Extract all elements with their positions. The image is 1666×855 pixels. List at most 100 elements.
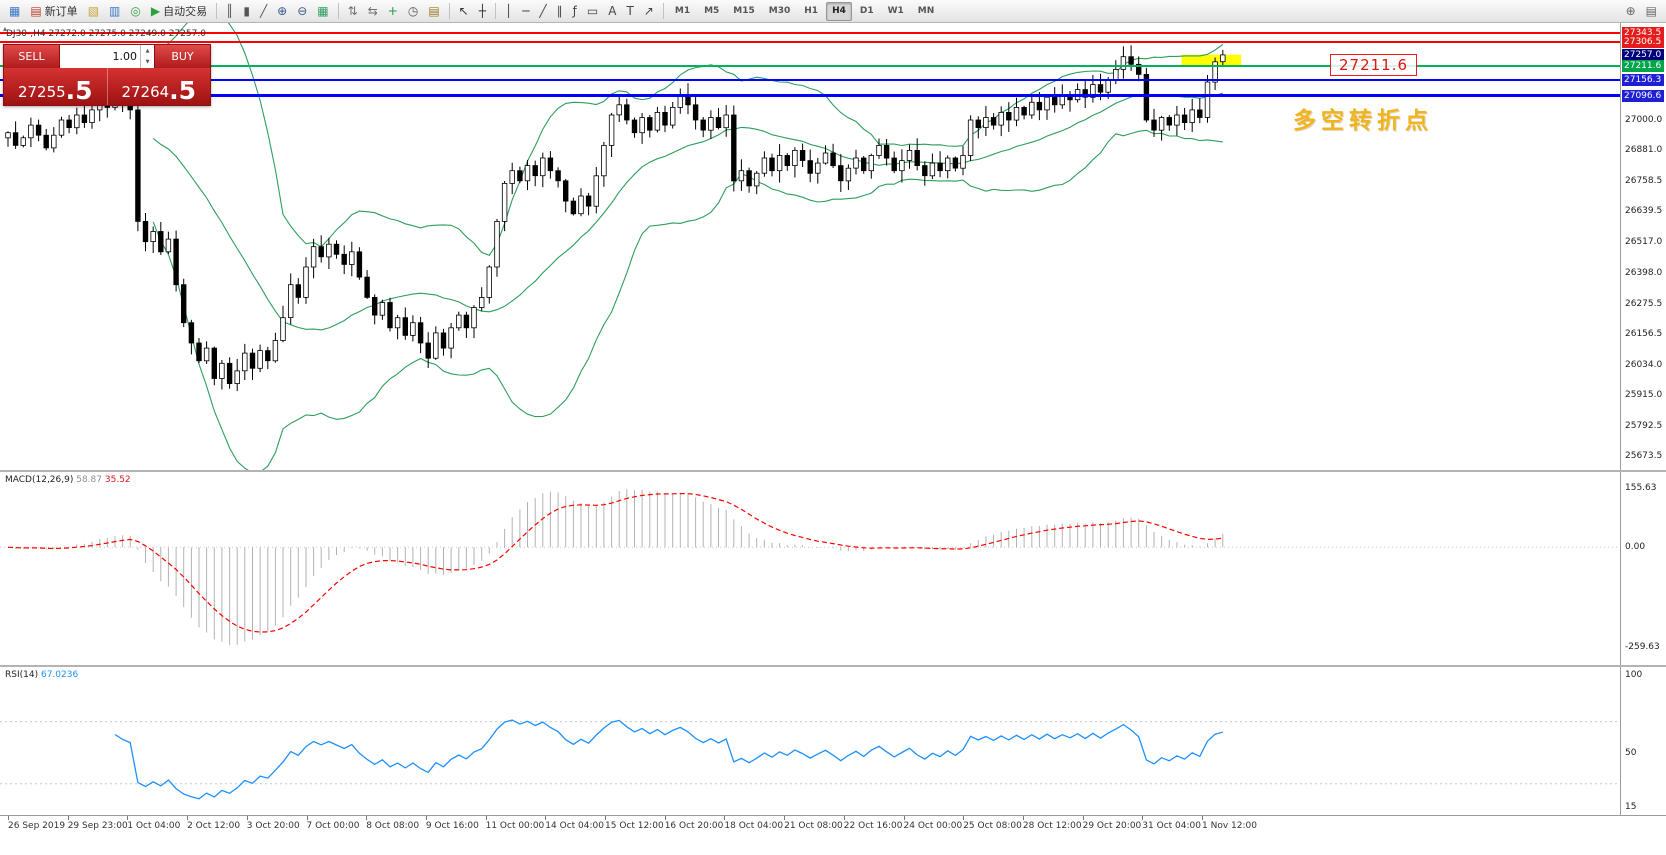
time-tick xyxy=(127,816,129,820)
sell-price[interactable]: 27255 .5 xyxy=(4,68,107,105)
main-chart-panel[interactable]: DJ30-,H4 27272.0 27275.0 27249.0 27257.0… xyxy=(0,23,1666,470)
macd-plot-area[interactable] xyxy=(0,472,1620,665)
price-line-27343.5[interactable] xyxy=(0,32,1620,34)
timeframe-button-m5[interactable]: M5 xyxy=(704,6,720,16)
line-chart-mode-icon: ╱ xyxy=(259,4,268,18)
navigator-icon[interactable]: ◎ xyxy=(125,1,145,22)
time-tick-label: 3 Oct 20:00 xyxy=(246,821,300,831)
sell-button[interactable]: SELL xyxy=(4,45,59,68)
macd-panel[interactable]: MACD(12,26,9) 58.87 35.52 155.63 0.00 -259… xyxy=(0,472,1666,665)
timeframe-button-w1[interactable]: W1 xyxy=(887,6,904,16)
auto-trading-button[interactable]: ▶ 自动交易 xyxy=(146,1,212,22)
tile-windows-icon: ▦ xyxy=(317,4,329,18)
price-line-27211.6[interactable] xyxy=(0,65,1620,68)
time-tick-label: 2 Oct 12:00 xyxy=(187,821,241,831)
fibonacci-icon[interactable]: ƒ xyxy=(568,1,582,22)
price-level-annotation[interactable]: 27211.6 xyxy=(1330,54,1418,76)
rsi-tick-label: 15 xyxy=(1625,802,1637,812)
price-line-27096.6[interactable] xyxy=(0,94,1620,98)
price-tag-27156.3: 27156.3 xyxy=(1622,74,1665,87)
zoom-out-icon[interactable]: ⊖ xyxy=(292,1,312,22)
magnifier-icon: ⊕ xyxy=(1625,4,1636,18)
periods-icon[interactable]: ◷ xyxy=(403,1,423,22)
auto-scroll-icon[interactable]: ⇅ xyxy=(343,1,363,22)
new-order-button[interactable]: ▤ 新订单 xyxy=(25,1,82,22)
price-axis[interactable]: 27343.5 27306.5 27257.0 27211.6 27156.3 27096… xyxy=(1620,23,1666,470)
line-chart-mode-icon[interactable]: ╱ xyxy=(255,1,272,22)
macd-chart xyxy=(0,489,1620,645)
templates-icon[interactable]: ▤ xyxy=(423,1,444,22)
rsi-axis[interactable]: 100 50 15 xyxy=(1620,667,1666,815)
volume-up-icon[interactable]: ▲ xyxy=(145,47,150,54)
cursor-icon[interactable]: ↖ xyxy=(454,1,474,22)
timeframe-button-m30[interactable]: M30 xyxy=(768,6,791,16)
time-axis[interactable]: 26 Sep 2019 29 Sep 23:00 1 Oct 04:00 2 Oct … xyxy=(0,815,1666,855)
indicators-icon[interactable]: + xyxy=(383,1,403,22)
time-tick xyxy=(187,816,189,820)
time-tick xyxy=(605,816,606,820)
volume-value[interactable]: 1.00 xyxy=(112,50,138,63)
horizontal-line-icon[interactable]: ─ xyxy=(517,1,534,22)
crosshair-icon[interactable]: ┼ xyxy=(474,1,491,22)
navigator-icon: ◎ xyxy=(130,4,141,18)
candlestick-chart[interactable] xyxy=(0,23,1620,470)
time-tick xyxy=(306,816,308,820)
price-tick-label: 27000.0 xyxy=(1625,115,1663,125)
timeframe-button-m1[interactable]: M1 xyxy=(674,6,691,16)
time-tick xyxy=(843,816,845,820)
tile-windows-icon[interactable]: ▦ xyxy=(312,1,333,22)
price-tick-label: 26398.0 xyxy=(1625,267,1663,278)
macd-axis[interactable]: 155.63 0.00 -259.63 xyxy=(1620,472,1666,665)
buy-button[interactable]: BUY xyxy=(155,45,210,68)
equidistant-channel-icon[interactable]: ∥ xyxy=(552,1,568,22)
fibonacci-icon: ƒ xyxy=(572,4,577,18)
volume-down-icon[interactable]: ▼ xyxy=(145,59,150,66)
price-line-27156.3[interactable] xyxy=(0,79,1620,82)
price-tick-label: 26639.5 xyxy=(1625,206,1663,217)
rsi-panel[interactable]: RSI(14) 67.0236 100 50 15 xyxy=(0,667,1666,815)
one-click-panel-toggle[interactable]: ▴ xyxy=(3,24,8,33)
rsi-plot-area[interactable] xyxy=(0,667,1620,815)
shapes-icon[interactable]: ▭ xyxy=(582,1,603,22)
timeframe-button-h1[interactable]: H1 xyxy=(804,6,819,16)
panel-separator[interactable] xyxy=(0,470,1666,472)
text-label-icon[interactable]: T xyxy=(621,1,638,22)
panel-separator[interactable] xyxy=(0,665,1666,667)
new-chart-icon[interactable]: ▦ xyxy=(4,1,25,22)
bar-chart-mode-icon: ║ xyxy=(226,4,234,18)
time-tick xyxy=(1082,816,1084,820)
vertical-line-icon[interactable]: │ xyxy=(500,1,517,22)
timeframe-button-d1[interactable]: D1 xyxy=(859,6,874,16)
price-tag-27257.0: 27257.0 xyxy=(1622,48,1665,61)
buy-price-main: 27264 xyxy=(121,83,170,101)
new-order-icon: ▤ xyxy=(30,4,42,18)
timeframe-button-m15[interactable]: M15 xyxy=(733,6,755,16)
toolbar-separator xyxy=(662,3,664,19)
turning-point-annotation[interactable]: 多空转折点 xyxy=(1293,108,1433,134)
buy-price[interactable]: 27264 .5 xyxy=(106,68,211,105)
chart-profiles-icon[interactable]: ▧ xyxy=(83,1,104,22)
time-tick-label: 31 Oct 04:00 xyxy=(1142,821,1201,831)
market-watch-icon[interactable]: ▥ xyxy=(104,1,125,22)
time-tick-label: 1 Oct 04:00 xyxy=(127,821,181,831)
timeframe-button-h4[interactable]: H4 xyxy=(826,1,852,21)
candlestick-mode-icon[interactable]: ▮ xyxy=(238,1,255,22)
trendline-icon[interactable]: ╱ xyxy=(534,1,551,22)
chart-plot-area[interactable] xyxy=(0,23,1620,470)
text-icon[interactable]: A xyxy=(603,1,621,22)
volume-stepper[interactable]: 1.00 ▲ ▼ xyxy=(59,45,155,68)
arrows-icon[interactable]: ↗ xyxy=(639,1,659,22)
market-watch-icon: ▥ xyxy=(109,4,121,18)
buy-price-pips: .5 xyxy=(169,75,197,105)
magnifier-icon[interactable]: ⊕ xyxy=(1621,1,1641,22)
chart-list-icon[interactable]: ▤ xyxy=(1641,1,1662,22)
vertical-line-icon: │ xyxy=(504,4,513,18)
bar-chart-mode-icon[interactable]: ║ xyxy=(221,1,238,22)
chart-shift-icon[interactable]: ⇆ xyxy=(363,1,383,22)
time-tick-label: 15 Oct 12:00 xyxy=(605,821,664,831)
zoom-in-icon[interactable]: ⊕ xyxy=(272,1,292,22)
price-line-27306.5[interactable] xyxy=(0,41,1620,44)
timeframe-button-mn[interactable]: MN xyxy=(917,6,935,16)
price-tick-label: 25915.0 xyxy=(1625,389,1663,400)
time-tick-label: 16 Oct 20:00 xyxy=(664,821,724,831)
